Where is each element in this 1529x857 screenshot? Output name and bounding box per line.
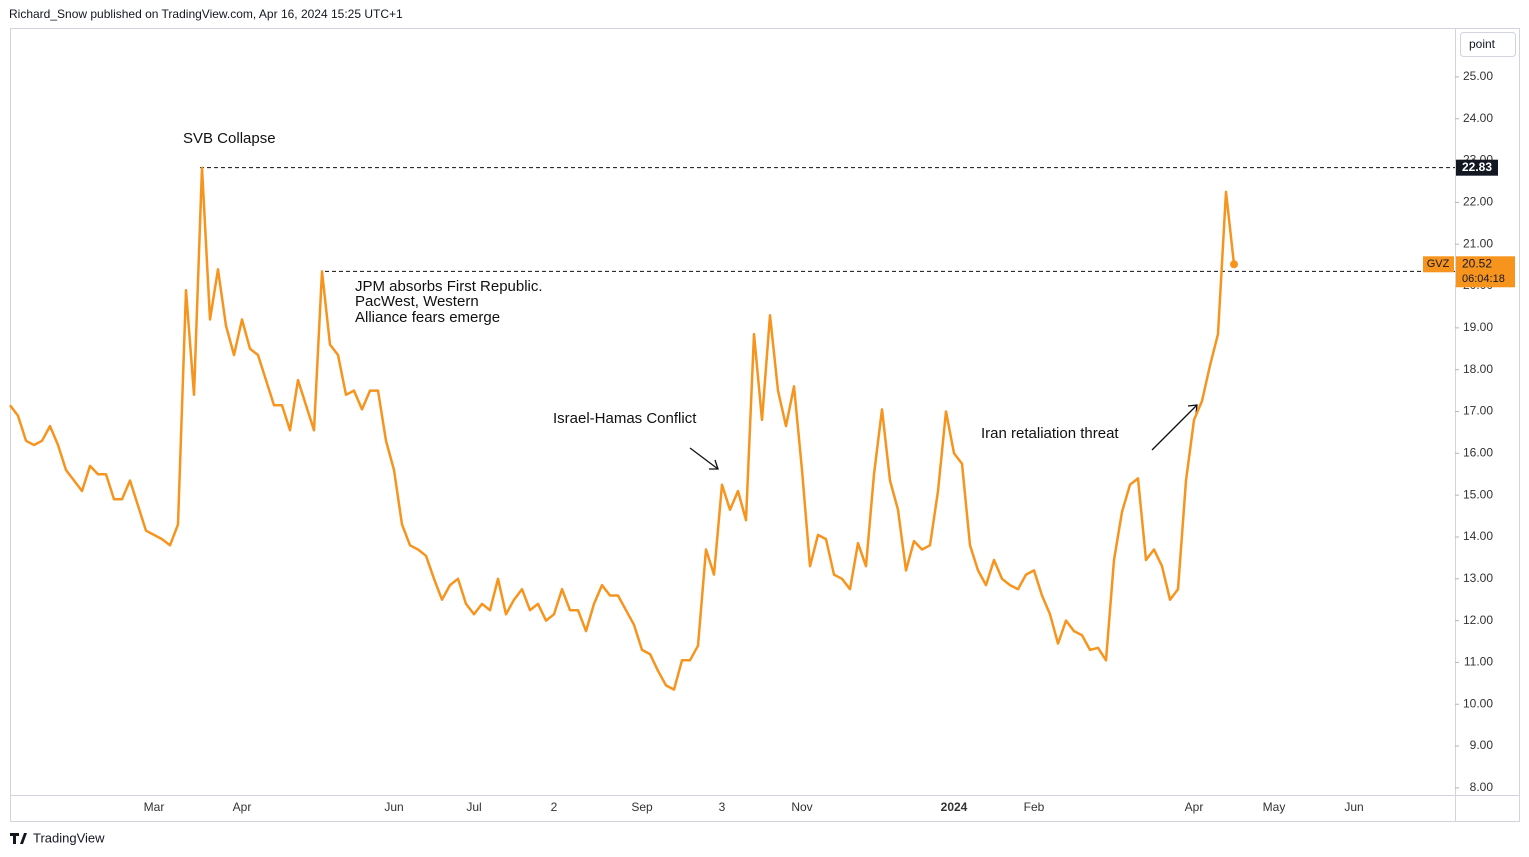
y-tick-label: 21.00	[1463, 236, 1493, 250]
annotation: SVB Collapse	[183, 130, 276, 147]
price-line	[9, 166, 1236, 691]
chart-frame	[10, 28, 1520, 822]
x-tick-label: Nov	[791, 800, 812, 814]
annotation: Alliance fears emerge	[355, 309, 500, 326]
last-point	[1230, 260, 1238, 269]
x-tick-label: Apr	[233, 800, 252, 814]
y-tick-label: 15.00	[1463, 487, 1493, 501]
symbol-tag-label: GVZ	[1427, 258, 1450, 270]
annotation: PacWest, Western	[355, 293, 479, 310]
x-tick-label: Jun	[1344, 800, 1363, 814]
y-tick-label: 17.00	[1463, 404, 1493, 418]
x-tick-label: Sep	[631, 800, 653, 814]
level-tag-label: 22.83	[1462, 160, 1492, 174]
annotation: Iran retaliation threat	[981, 425, 1119, 442]
byline: Richard_Snow published on TradingView.co…	[9, 7, 403, 21]
unit-button[interactable]	[1460, 32, 1516, 57]
annotation: JPM absorbs First Republic.	[355, 278, 543, 295]
price-tag	[1456, 256, 1515, 288]
arrow	[1151, 404, 1198, 451]
brand-logo	[10, 833, 27, 844]
arrows	[689, 404, 1198, 470]
price-tag-label: 20.52	[1462, 256, 1492, 270]
arrow-head	[709, 459, 719, 470]
y-tick-label: 12.00	[1463, 613, 1493, 627]
x-tick-label: Feb	[1024, 800, 1045, 814]
unit-button-label[interactable]: point	[1469, 37, 1496, 51]
brand: TradingView	[33, 830, 105, 845]
x-tick-label: Mar	[144, 800, 165, 814]
x-tick-label: Jul	[466, 800, 481, 814]
y-tick-label: 9.00	[1470, 738, 1494, 752]
countdown-label: 06:04:18	[1462, 273, 1505, 285]
y-tick-label: 19.00	[1463, 320, 1493, 334]
y-tick-label: 8.00	[1470, 780, 1494, 794]
y-tick-label: 10.00	[1463, 696, 1493, 710]
x-tick-label: 2	[551, 800, 558, 814]
y-tick-label: 13.00	[1463, 571, 1493, 585]
logo-mark	[10, 833, 27, 844]
annotation: Israel-Hamas Conflict	[553, 410, 697, 427]
level-tag	[1456, 159, 1498, 176]
y-tick-label: 11.00	[1464, 655, 1493, 669]
y-tick-label: 18.00	[1463, 362, 1493, 376]
x-tick-label: 2024	[941, 800, 968, 814]
y-tick-label: 24.00	[1463, 111, 1493, 125]
y-tick-label: 25.00	[1463, 69, 1493, 83]
symbol-tag	[1423, 256, 1454, 273]
arrow-head	[1187, 404, 1198, 415]
x-tick-label: Jun	[384, 800, 403, 814]
y-tick-label: 14.00	[1463, 529, 1493, 543]
y-tick-label: 22.00	[1463, 195, 1493, 209]
x-tick-label: May	[1263, 800, 1286, 814]
arrow	[689, 447, 719, 470]
y-tick-label: 16.00	[1463, 445, 1493, 459]
x-tick-label: Apr	[1185, 800, 1204, 814]
x-tick-label: 3	[719, 800, 726, 814]
